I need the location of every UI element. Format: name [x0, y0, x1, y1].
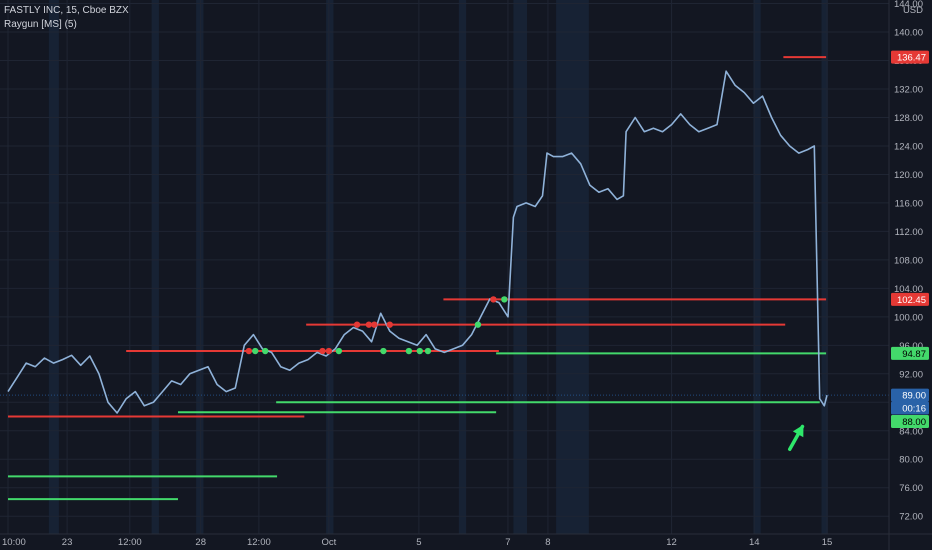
x-tick-label: 14	[749, 537, 760, 548]
signal-markers	[245, 296, 508, 355]
sell-marker	[386, 321, 393, 328]
y-tick-label: 84.00	[899, 426, 923, 437]
price-tag	[891, 292, 929, 306]
y-tick-label: 72.00	[899, 512, 923, 523]
sell-marker	[245, 347, 253, 355]
y-tick-label: 96.00	[899, 341, 923, 352]
session-band	[196, 0, 204, 534]
session-band	[513, 0, 528, 534]
y-tick-label: 108.00	[894, 255, 923, 266]
symbol-title[interactable]: FASTLY INC, 15, Cboe BZX	[4, 5, 129, 16]
sell-marker	[319, 347, 326, 355]
price-tag-label: 102.45	[897, 295, 926, 306]
y-tick-label: 124.00	[894, 141, 923, 152]
price-line	[7, 70, 828, 414]
sell-marker	[365, 321, 373, 328]
x-axis[interactable]: 10:00 23 12:00 28 12:00 Oct 5 7 8 12 14 15	[0, 533, 932, 548]
grid-lines	[0, 0, 889, 534]
buy-marker	[424, 347, 432, 355]
x-tick-label: 12:00	[118, 537, 142, 548]
y-tick-label: 128.00	[894, 113, 923, 124]
price-tag	[891, 401, 929, 415]
arrow-head	[792, 424, 804, 438]
buy-marker	[252, 347, 259, 355]
session-band	[821, 0, 828, 534]
x-tick-label: 10:00	[2, 537, 26, 548]
price-tag	[891, 346, 929, 360]
y-tick-label: 132.00	[894, 85, 923, 96]
session-band	[48, 0, 59, 534]
x-tick-label: 8	[545, 537, 550, 548]
y-tick-label: 112.00	[895, 227, 923, 238]
buy-marker	[335, 347, 343, 355]
session-band	[151, 0, 159, 534]
session-band	[753, 0, 761, 534]
indicator-label[interactable]: Raygun [MS] (5)	[4, 19, 77, 30]
buy-marker	[416, 347, 423, 355]
buy-marker	[501, 296, 508, 303]
y-tick-label: 104.00	[894, 284, 923, 295]
sell-marker	[353, 321, 361, 328]
price-tag	[891, 388, 929, 402]
buy-marker	[262, 347, 269, 355]
x-tick-label: 12:00	[247, 537, 271, 548]
currency-label: USD	[903, 5, 923, 16]
x-tick-label: 23	[62, 537, 73, 548]
buy-marker	[474, 321, 482, 328]
session-band	[556, 0, 589, 534]
y-tick-label: 120.00	[894, 170, 923, 181]
x-tick-label: 12	[666, 537, 677, 548]
price-tag	[891, 50, 929, 64]
x-tick-label: 7	[505, 537, 510, 548]
price-tag	[891, 415, 929, 429]
x-tick-label: Oct	[321, 537, 336, 548]
price-tag-label: 136.47	[897, 53, 926, 64]
price-tag-label: 00:16	[902, 403, 926, 414]
x-tick-label: 5	[416, 537, 421, 548]
buy-marker	[380, 347, 387, 355]
price-series	[7, 70, 828, 414]
price-tag-label: 89.00	[902, 391, 926, 402]
y-axis[interactable]: 72.00 76.00 80.00 84.0088.00 92.00 96.00 100.0…	[888, 0, 923, 550]
price-tag-label: 94.87	[902, 349, 926, 360]
x-tick-label: 15	[822, 537, 833, 548]
y-tick-label: 92.00	[899, 369, 923, 380]
y-tick-label: 116.00	[895, 198, 923, 209]
session-band	[458, 0, 467, 534]
sell-marker	[490, 296, 497, 303]
y-tick-label: 100.00	[894, 312, 923, 323]
price-tag-label: 88.00	[902, 417, 926, 428]
sell-marker	[325, 347, 333, 355]
support-resistance-levels	[0, 56, 889, 501]
buy-marker	[405, 347, 413, 355]
annotation-arrow	[787, 424, 805, 452]
session-band	[326, 0, 334, 534]
y-tick-label: 144.00	[894, 0, 923, 10]
y-tick-label: 80.00	[899, 455, 923, 466]
sell-marker	[371, 321, 378, 328]
x-tick-label: 28	[195, 537, 206, 548]
y-tick-label: 140.00	[894, 28, 923, 39]
y-tick-label: 76.00	[899, 483, 923, 494]
